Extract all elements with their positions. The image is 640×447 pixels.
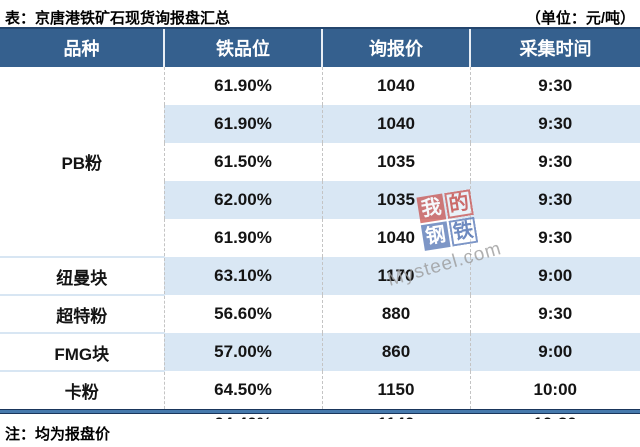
table-row: 62.00% 1035 9:30	[0, 181, 640, 219]
grade-cell: 61.90%	[163, 105, 322, 143]
time-cell: 10:00	[469, 371, 640, 409]
table-row: 61.90% 1040 9:30	[0, 105, 640, 143]
header-time: 采集时间	[469, 27, 640, 67]
grade-cell: 57.00%	[163, 333, 322, 371]
clipped-price-cell: 1140	[322, 415, 470, 419]
grade-cell: 56.60%	[163, 295, 322, 333]
table-row: 61.90% 1040 9:30	[0, 219, 640, 257]
table-row: FMG块 57.00% 860 9:00	[0, 332, 640, 371]
table-row: PB粉 61.90% 1040 9:30	[0, 67, 640, 257]
header-grade: 铁品位	[163, 27, 322, 67]
time-cell: 9:30	[469, 67, 640, 105]
species-cell: 卡粉	[0, 370, 164, 409]
clipped-partial-row: 64.40% 1140 10:30	[0, 414, 640, 419]
grade-cell: 61.90%	[163, 219, 322, 257]
table-bottom-rule	[0, 409, 640, 414]
grade-cell: 63.10%	[163, 257, 322, 295]
unit-label: （单位：元/吨）	[525, 10, 635, 27]
price-cell: 1040	[321, 105, 470, 143]
time-cell: 9:30	[469, 143, 640, 181]
time-cell: 9:30	[469, 295, 640, 333]
price-cell: 1170	[321, 257, 470, 295]
footnote: 注：均为报盘价	[5, 426, 111, 443]
table-row: 超特粉 56.60% 880 9:30	[0, 294, 640, 333]
grade-cell: 61.90%	[163, 67, 322, 105]
table-row: 61.50% 1035 9:30	[0, 143, 640, 181]
price-cell: 880	[321, 295, 470, 333]
price-cell: 1035	[321, 143, 470, 181]
time-cell: 9:00	[469, 257, 640, 295]
title-bar: 表：京唐港铁矿石现货询报盘汇总 （单位：元/吨）	[0, 0, 640, 27]
species-cell: PB粉	[0, 67, 164, 257]
time-cell: 9:30	[469, 181, 640, 219]
price-cell: 860	[321, 333, 470, 371]
clipped-grade-cell: 64.40%	[164, 415, 322, 419]
header-price: 询报价	[321, 27, 470, 67]
time-cell: 9:00	[469, 333, 640, 371]
table-row: 卡粉 64.50% 1150 10:00	[0, 370, 640, 409]
header-row: 品种 铁品位 询报价 采集时间	[0, 27, 640, 67]
species-cell: FMG块	[0, 332, 164, 371]
price-cell: 1035	[321, 181, 470, 219]
clipped-species-cell	[0, 415, 164, 419]
page-title: 表：京唐港铁矿石现货询报盘汇总	[5, 10, 231, 27]
species-cell: 纽曼块	[0, 256, 164, 295]
price-cell: 1040	[321, 219, 470, 257]
time-cell: 9:30	[469, 219, 640, 257]
table-row: 纽曼块 63.10% 1170 9:00	[0, 256, 640, 295]
price-cell: 1150	[321, 371, 470, 409]
header-species: 品种	[0, 27, 164, 67]
price-cell: 1040	[321, 67, 470, 105]
clipped-time-cell: 10:30	[470, 415, 640, 419]
grade-cell: 62.00%	[163, 181, 322, 219]
time-cell: 9:30	[469, 105, 640, 143]
grade-cell: 64.50%	[163, 371, 322, 409]
quote-table: 品种 铁品位 询报价 采集时间 PB粉 61.90% 1040 9:30 61.…	[0, 27, 640, 409]
grade-cell: 61.50%	[163, 143, 322, 181]
species-cell: 超特粉	[0, 294, 164, 333]
